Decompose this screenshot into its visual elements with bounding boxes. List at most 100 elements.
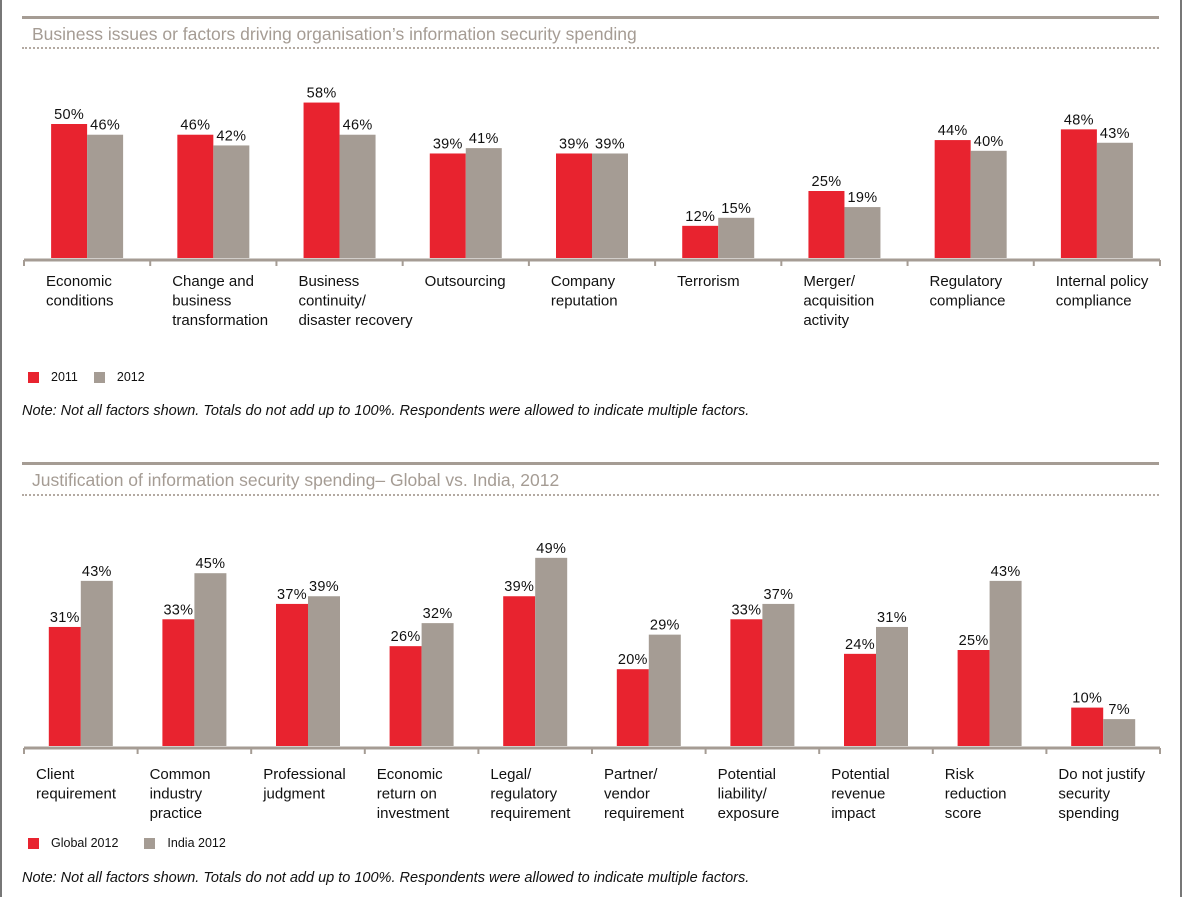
category-label: compliance [930, 293, 1006, 310]
category-label: Change and [172, 273, 254, 290]
bar-global-2012 [162, 619, 195, 746]
bar-2011 [808, 191, 845, 258]
category-label: reduction [945, 786, 1007, 803]
bar-2012 [592, 153, 628, 258]
category-label: disaster recovery [298, 312, 413, 329]
bar-2011 [429, 153, 466, 258]
data-label: 31% [50, 610, 80, 626]
data-label: 26% [391, 629, 421, 645]
data-label: 25% [959, 633, 989, 649]
category-label: Regulatory [930, 273, 1003, 290]
category-label: Risk [945, 766, 975, 783]
category-label: Company [551, 273, 616, 290]
legend-item-global-2012: Global 2012 [28, 836, 118, 850]
data-label: 50% [54, 107, 84, 123]
bar-global-2012 [389, 646, 422, 746]
category-label: requirement [490, 805, 571, 822]
data-label: 43% [991, 564, 1021, 580]
legend-label-2012: 2012 [116, 370, 145, 384]
chart1-legend: 2011 2012 [28, 370, 161, 384]
bar-india-2012 [648, 634, 681, 746]
bar-2012 [1096, 142, 1133, 258]
data-label: 12% [685, 209, 715, 225]
data-label: 49% [536, 541, 566, 557]
legend-item-india-2012: India 2012 [144, 836, 226, 850]
chart2-plot: 31% 43% Client requirement 33% 45% Common indus… [23, 541, 1161, 822]
bar-global-2012 [730, 619, 763, 746]
bar-global-2012 [844, 653, 876, 746]
bar-india-2012 [194, 573, 227, 746]
bar-india-2012 [421, 623, 454, 746]
data-label: 29% [650, 618, 680, 634]
bar-2012 [718, 217, 755, 258]
data-label: 33% [731, 602, 761, 618]
category-label: Client [36, 766, 75, 783]
bar-2011 [934, 140, 971, 258]
category-label: business [172, 293, 231, 310]
bar-india-2012 [535, 557, 568, 746]
data-label: 10% [1072, 691, 1102, 707]
legend-swatch-global-2012 [28, 837, 39, 849]
bar-2011 [682, 225, 719, 258]
chart1-title-underline [22, 47, 1159, 49]
bar-india-2012 [876, 626, 908, 746]
bar-2011 [177, 134, 214, 258]
legend-item-2011: 2011 [28, 370, 78, 384]
data-label: 37% [763, 587, 793, 603]
bar-2012 [844, 207, 881, 258]
category-label: activity [803, 312, 849, 329]
chart2-top-rule [22, 462, 1159, 465]
data-label: 39% [559, 136, 589, 152]
data-label: 46% [343, 118, 373, 134]
data-label: 39% [309, 579, 339, 595]
chart1-note: Note: Not all factors shown. Totals do n… [22, 403, 750, 419]
bar-2012 [465, 148, 502, 258]
bar-india-2012 [762, 603, 795, 746]
bar-india-2012 [989, 580, 1022, 746]
chart1-top-rule [22, 16, 1159, 19]
category-label: requirement [36, 786, 117, 803]
data-label: 43% [1100, 126, 1130, 142]
bar-2012 [87, 134, 124, 258]
chart2-legend: Global 2012 India 2012 [28, 836, 242, 850]
bar-india-2012 [1103, 719, 1136, 746]
bar-2012 [339, 134, 376, 258]
data-label: 20% [618, 652, 648, 668]
legend-swatch-2011 [28, 371, 39, 383]
data-label: 7% [1108, 702, 1130, 718]
category-label: Common [150, 766, 211, 783]
data-label: 15% [721, 201, 751, 217]
data-label: 48% [1064, 112, 1094, 128]
category-label: spending [1058, 805, 1119, 822]
data-label: 24% [845, 637, 875, 653]
category-label: Do not justify [1058, 766, 1145, 783]
legend-label-2011: 2011 [51, 370, 78, 384]
category-label: Internal policy [1056, 273, 1149, 290]
data-label: 39% [433, 136, 463, 152]
bar-2011 [303, 102, 340, 258]
page-left-border [0, 0, 2, 897]
category-label: transformation [172, 312, 268, 329]
category-label: Potential [831, 766, 889, 783]
category-label: impact [831, 805, 876, 822]
category-label: compliance [1056, 293, 1132, 310]
category-label: return on [377, 786, 437, 803]
legend-label-india-2012: India 2012 [167, 836, 226, 850]
chart2-title: Justification of information security sp… [32, 470, 560, 490]
data-label: 33% [163, 602, 193, 618]
data-label: 25% [811, 174, 841, 190]
bar-global-2012 [1071, 707, 1104, 746]
chart1-title: Business issues or factors driving organ… [32, 24, 637, 44]
bar-india-2012 [80, 580, 113, 746]
data-label: 41% [469, 131, 499, 147]
data-label: 58% [307, 86, 337, 102]
data-label: 46% [180, 118, 210, 134]
category-label: investment [377, 805, 450, 822]
chart2-note: Note: Not all factors shown. Totals do n… [22, 870, 750, 886]
category-label: score [945, 805, 982, 822]
page-right-border [1180, 0, 1182, 897]
category-label: Business [298, 273, 359, 290]
category-label: Partner/ [604, 766, 658, 783]
data-label: 40% [974, 134, 1004, 150]
data-label: 45% [195, 556, 225, 572]
